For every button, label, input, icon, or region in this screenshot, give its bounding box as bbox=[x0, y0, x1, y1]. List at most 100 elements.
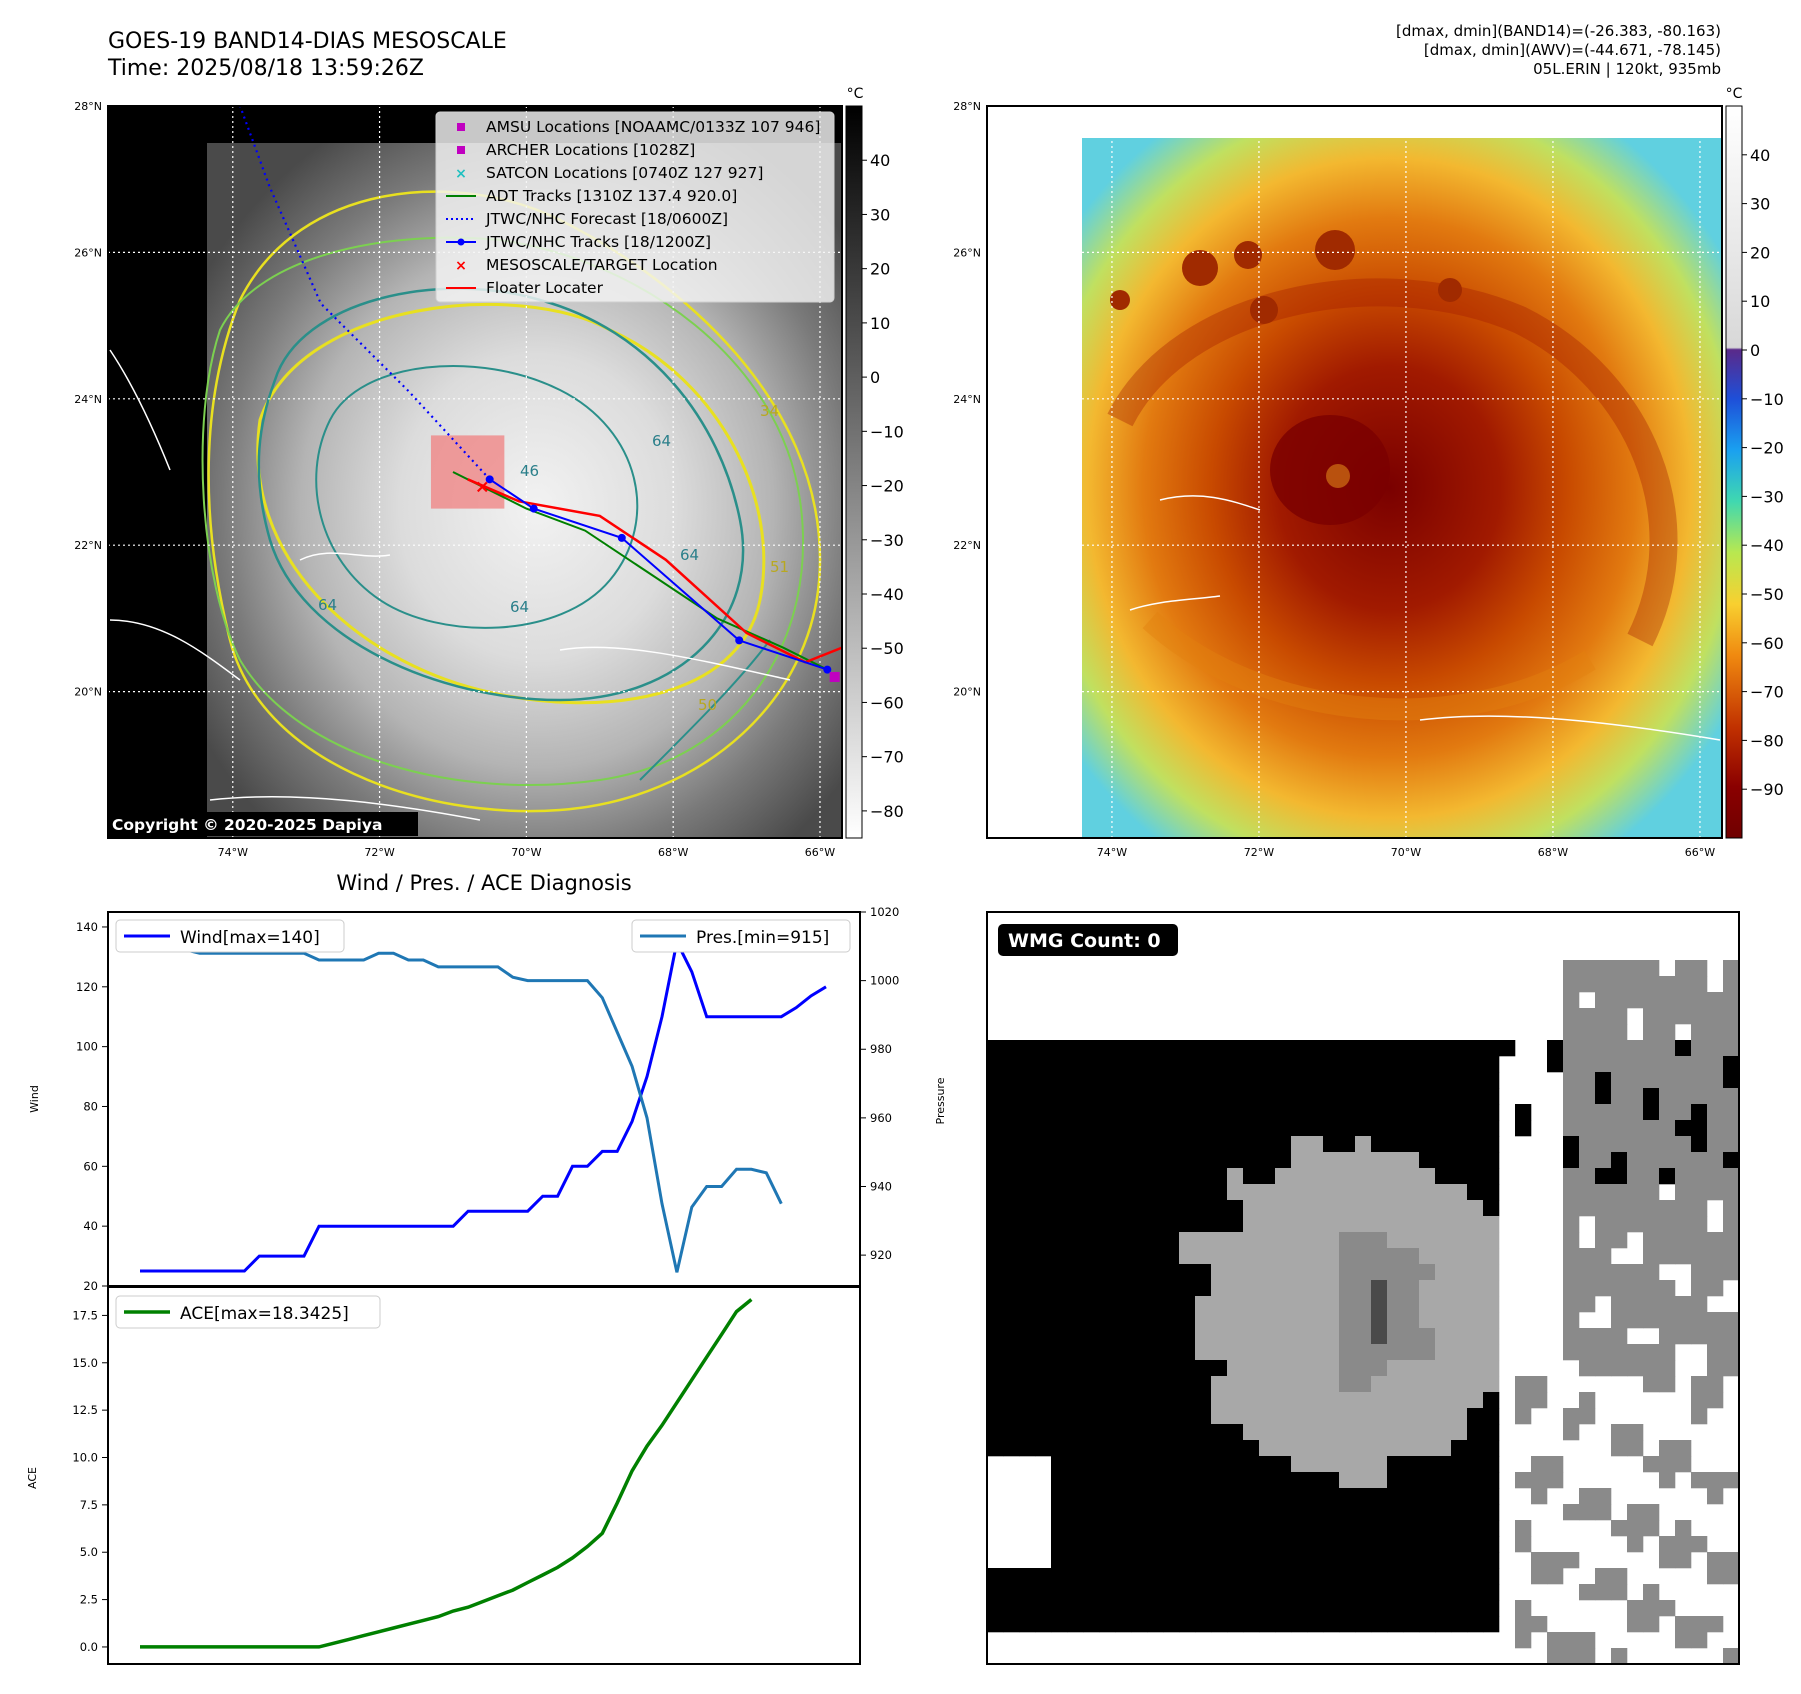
wmg-cell bbox=[1179, 1200, 1196, 1217]
wmg-cell bbox=[1083, 1360, 1100, 1377]
y-tick-label: 10.0 bbox=[72, 1451, 98, 1465]
wmg-cell bbox=[1275, 1360, 1292, 1377]
wmg-cell bbox=[1451, 1472, 1468, 1489]
wmg-cell bbox=[1099, 1488, 1116, 1505]
legend-item: JTWC/NHC Tracks [18/1200Z] bbox=[446, 233, 711, 251]
wmg-cell bbox=[1227, 1296, 1244, 1313]
wmg-cell bbox=[1067, 1376, 1084, 1393]
wmg-cell bbox=[1387, 1360, 1404, 1377]
wmg-cell bbox=[1163, 1360, 1180, 1377]
wmg-cell bbox=[1579, 1328, 1596, 1345]
wmg-cell bbox=[1147, 1488, 1164, 1505]
wmg-cell bbox=[1323, 1184, 1340, 1201]
wmg-cell bbox=[1371, 1168, 1388, 1185]
wmg-cell bbox=[1147, 1312, 1164, 1329]
wmg-cell bbox=[1659, 1232, 1676, 1249]
wmg-cell bbox=[1083, 1248, 1100, 1265]
wmg-cell bbox=[1387, 1536, 1404, 1553]
wmg-cell bbox=[1227, 1104, 1244, 1121]
wmg-cell bbox=[1611, 1136, 1628, 1153]
wmg-cell bbox=[1083, 1200, 1100, 1217]
wmg-cell bbox=[1227, 1184, 1244, 1201]
wmg-cell bbox=[1099, 1360, 1116, 1377]
wmg-cell bbox=[1355, 1472, 1372, 1489]
wmg-cell bbox=[1563, 1056, 1580, 1073]
wmg-cell bbox=[1195, 1088, 1212, 1105]
wmg-cell bbox=[1275, 1040, 1292, 1057]
wmg-cell bbox=[1563, 1424, 1580, 1441]
lat-label: 26°N bbox=[74, 246, 102, 259]
wmg-cell bbox=[1147, 1552, 1164, 1569]
wmg-cell bbox=[1707, 1328, 1724, 1345]
wmg-cell bbox=[1227, 1424, 1244, 1441]
wmg-cell bbox=[1419, 1264, 1436, 1281]
wmg-cell bbox=[1291, 1136, 1308, 1153]
wmg-cell bbox=[1579, 1184, 1596, 1201]
wmg-cell bbox=[1291, 1568, 1308, 1585]
wmg-cell bbox=[1483, 1104, 1500, 1121]
wmg-cell bbox=[1483, 1328, 1500, 1345]
wmg-cell bbox=[1675, 1088, 1692, 1105]
colorbar-tick-label: 20 bbox=[1750, 243, 1770, 262]
wmg-cell bbox=[1115, 1616, 1132, 1633]
wmg-cell bbox=[1515, 1120, 1532, 1137]
wmg-cell bbox=[987, 1200, 1004, 1217]
wmg-cell bbox=[1131, 1152, 1148, 1169]
wmg-cell bbox=[1275, 1104, 1292, 1121]
wmg-cell bbox=[1243, 1088, 1260, 1105]
wmg-cell bbox=[1131, 1552, 1148, 1569]
wmg-cell bbox=[1291, 1296, 1308, 1313]
wmg-cell bbox=[1467, 1376, 1484, 1393]
wmg-cell bbox=[1099, 1088, 1116, 1105]
wmg-cell bbox=[1355, 1088, 1372, 1105]
wmg-cell bbox=[987, 1600, 1004, 1617]
wmg-cell bbox=[1483, 1520, 1500, 1537]
wmg-cell bbox=[1419, 1152, 1436, 1169]
wmg-cell bbox=[1115, 1344, 1132, 1361]
colorbar-tick-label: −90 bbox=[1750, 780, 1784, 799]
wmg-cell bbox=[1467, 1584, 1484, 1601]
wmg-cell bbox=[1163, 1600, 1180, 1617]
wmg-cell bbox=[1723, 1200, 1740, 1217]
wmg-cell bbox=[1691, 1120, 1708, 1137]
wmg-cell bbox=[1387, 1216, 1404, 1233]
wmg-cell bbox=[1643, 1168, 1660, 1185]
nhc-track-point bbox=[617, 533, 626, 542]
wmg-cell bbox=[1051, 1280, 1068, 1297]
contour-label: 51 bbox=[770, 558, 789, 576]
wmg-cell bbox=[1627, 1184, 1644, 1201]
wmg-cell bbox=[1435, 1584, 1452, 1601]
wmg-cell bbox=[1259, 1600, 1276, 1617]
wmg-cell bbox=[1019, 1072, 1036, 1089]
wmg-cell bbox=[1067, 1520, 1084, 1537]
wmg-cell bbox=[1451, 1216, 1468, 1233]
wmg-cell bbox=[1467, 1472, 1484, 1489]
wmg-cell bbox=[1387, 1040, 1404, 1057]
wmg-cell bbox=[1451, 1104, 1468, 1121]
wmg-cell bbox=[1275, 1584, 1292, 1601]
wmg-cell bbox=[1131, 1088, 1148, 1105]
wmg-cell bbox=[1115, 1488, 1132, 1505]
wmg-cell bbox=[1691, 1024, 1708, 1041]
y-tick-label: 7.5 bbox=[80, 1498, 98, 1512]
wmg-cell bbox=[1099, 1552, 1116, 1569]
wmg-cell bbox=[1211, 1120, 1228, 1137]
wmg-cell bbox=[1419, 1136, 1436, 1153]
legend-box bbox=[631, 919, 851, 953]
contour-teal-band bbox=[639, 639, 771, 781]
wmg-cell bbox=[1195, 1136, 1212, 1153]
wmg-cell bbox=[1067, 1344, 1084, 1361]
wmg-cell bbox=[1147, 1152, 1164, 1169]
legend-marker bbox=[457, 146, 465, 154]
wmg-cell bbox=[1339, 1376, 1356, 1393]
lat-label: 24°N bbox=[953, 393, 981, 406]
wmg-cell bbox=[1387, 1328, 1404, 1345]
lon-label: 74°W bbox=[218, 846, 248, 859]
wmg-cell bbox=[1115, 1040, 1132, 1057]
wmg-cell bbox=[1227, 1232, 1244, 1249]
wmg-cell bbox=[1067, 1136, 1084, 1153]
wmg-cell bbox=[1483, 1232, 1500, 1249]
wmg-cell bbox=[1339, 1584, 1356, 1601]
wmg-cell bbox=[1131, 1424, 1148, 1441]
wmg-cell bbox=[1339, 1136, 1356, 1153]
